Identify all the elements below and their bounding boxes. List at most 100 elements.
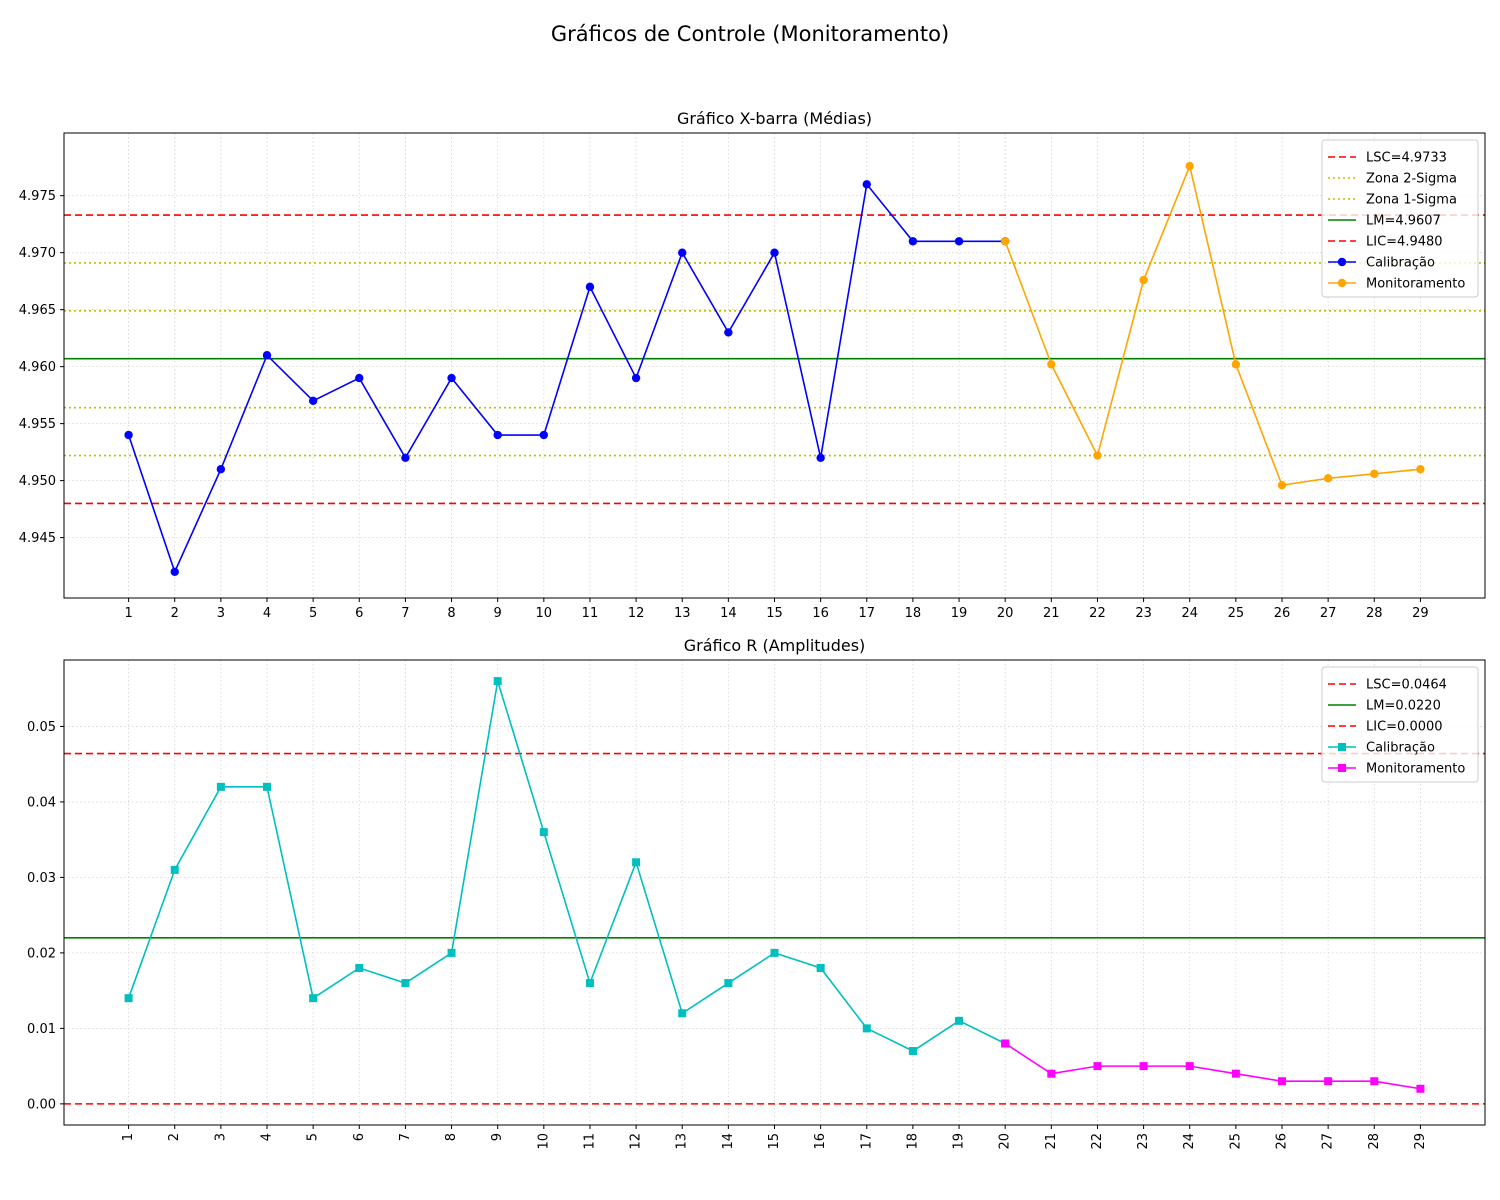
legend-item: LSC=4.9733 bbox=[1328, 151, 1447, 166]
x-axis: 1 2 3 4 5 6 7 8 9 10 11 12 13 14 15 16 17 18 19 20 21 22 23 24 2… bbox=[124, 598, 1429, 621]
legend-label: Monitoramento bbox=[1366, 762, 1465, 777]
data-point bbox=[493, 430, 502, 440]
x-tick-label: 23 bbox=[1135, 606, 1152, 621]
x-tick-label: 11 bbox=[582, 1133, 597, 1150]
legend-item: Calibração bbox=[1328, 256, 1435, 271]
y-tick-label: 4.965 bbox=[19, 303, 56, 318]
series-line bbox=[1004, 1042, 1421, 1090]
legend-label: Monitoramento bbox=[1366, 277, 1465, 292]
legend-marker bbox=[1337, 278, 1347, 288]
legend-box bbox=[1321, 666, 1479, 783]
data-point bbox=[678, 248, 687, 257]
data-point bbox=[955, 1016, 964, 1025]
x-tick-label: 26 bbox=[1275, 1133, 1290, 1150]
x-tick-label: 1 bbox=[124, 606, 132, 621]
y-tick-label: 4.970 bbox=[19, 246, 56, 261]
legend-item: Monitoramento bbox=[1328, 277, 1465, 292]
y-tick-label: 4.955 bbox=[19, 417, 56, 432]
x-tick-label: 5 bbox=[309, 606, 317, 621]
data-point bbox=[1416, 465, 1425, 474]
data-point bbox=[770, 948, 779, 957]
x-tick-label: 15 bbox=[766, 606, 783, 621]
xbar-chart: Gráfico X-barra (Médias)4.9454.9504.9554… bbox=[19, 109, 1486, 621]
legend-marker bbox=[1338, 743, 1346, 751]
data-point bbox=[1370, 469, 1379, 478]
grid bbox=[64, 660, 1485, 1125]
x-tick-label: 6 bbox=[355, 606, 363, 621]
x-tick-label: 20 bbox=[997, 606, 1014, 621]
x-tick-label: 24 bbox=[1182, 1133, 1197, 1150]
x-tick-label: 28 bbox=[1367, 1133, 1382, 1150]
series-line bbox=[1004, 163, 1421, 487]
x-tick-label: 17 bbox=[859, 1133, 874, 1150]
data-point bbox=[770, 248, 779, 257]
x-tick-label: 1 bbox=[121, 1133, 136, 1141]
data-point bbox=[816, 453, 825, 463]
chart-title: Gráfico X-barra (Médias) bbox=[677, 109, 872, 128]
x-tick-label: 27 bbox=[1320, 606, 1337, 621]
x-axis: 1 2 3 4 5 6 7 8 9 10 11 12 13 14 15 16 17 18 19 20 21 22 23 24 2… bbox=[121, 1125, 1428, 1150]
data-point bbox=[170, 567, 179, 576]
data-point bbox=[1093, 451, 1102, 460]
x-tick-label: 19 bbox=[951, 606, 968, 621]
x-tick-label: 9 bbox=[494, 606, 502, 621]
series-line bbox=[127, 182, 1006, 574]
x-tick-label: 18 bbox=[905, 606, 922, 621]
legend-marker bbox=[1338, 764, 1346, 772]
x-tick-label: 8 bbox=[444, 1133, 459, 1141]
legend-label: LM=4.9607 bbox=[1366, 214, 1441, 229]
data-point bbox=[1093, 1062, 1102, 1071]
legend-item: LM=4.9607 bbox=[1328, 214, 1441, 229]
x-tick-label: 20 bbox=[998, 1133, 1013, 1150]
y-axis: 4.945 4.950 4.955 4.960 4.965 4.970 4.975 bbox=[19, 189, 64, 546]
legend-label: LIC=0.0000 bbox=[1366, 720, 1443, 735]
data-point bbox=[124, 430, 133, 440]
legend-label: LM=0.0220 bbox=[1366, 699, 1441, 714]
legend-label: LSC=4.9733 bbox=[1366, 151, 1447, 166]
data-point bbox=[908, 237, 918, 246]
legend: LSC=4.9733 Zona 2-Sigma Zona 1-Sigma LM=4.9… bbox=[1321, 139, 1479, 298]
x-tick-label: 28 bbox=[1366, 606, 1383, 621]
data-point bbox=[216, 465, 226, 474]
y-tick-label: 0.03 bbox=[27, 871, 56, 886]
chart-title: Gráfico R (Amplitudes) bbox=[684, 636, 866, 655]
x-tick-label: 8 bbox=[447, 606, 455, 621]
series-1 bbox=[1000, 161, 1425, 490]
legend-label: Zona 2-Sigma bbox=[1366, 172, 1457, 187]
data-point bbox=[401, 453, 410, 463]
data-point bbox=[355, 963, 364, 972]
legend-label: Calibração bbox=[1366, 256, 1435, 271]
x-tick-label: 27 bbox=[1321, 1133, 1336, 1150]
legend-label: Calibração bbox=[1366, 741, 1435, 756]
legend-label: LSC=0.0464 bbox=[1366, 678, 1447, 693]
y-tick-label: 4.960 bbox=[19, 360, 56, 375]
data-point bbox=[216, 782, 225, 791]
data-point bbox=[1231, 360, 1241, 369]
data-point bbox=[908, 1047, 917, 1056]
x-tick-label: 16 bbox=[812, 606, 829, 621]
x-tick-label: 29 bbox=[1412, 606, 1429, 621]
data-point bbox=[1000, 237, 1010, 246]
data-point bbox=[585, 979, 594, 988]
y-tick-label: 0.01 bbox=[27, 1022, 56, 1037]
x-tick-label: 3 bbox=[217, 606, 225, 621]
data-point bbox=[632, 858, 641, 867]
data-point bbox=[170, 865, 179, 874]
x-tick-label: 18 bbox=[905, 1133, 920, 1150]
x-tick-label: 21 bbox=[1043, 606, 1060, 621]
x-tick-label: 16 bbox=[813, 1133, 828, 1150]
legend-label: LIC=4.9480 bbox=[1366, 235, 1443, 250]
data-point bbox=[1047, 360, 1056, 369]
data-point bbox=[124, 994, 133, 1003]
x-tick-label: 9 bbox=[490, 1133, 505, 1141]
x-tick-label: 12 bbox=[629, 1133, 644, 1150]
data-point bbox=[355, 373, 364, 383]
data-point bbox=[585, 282, 595, 292]
x-tick-label: 3 bbox=[213, 1133, 228, 1141]
y-tick-label: 4.950 bbox=[19, 474, 56, 489]
x-tick-label: 4 bbox=[263, 606, 271, 621]
data-point bbox=[1139, 275, 1148, 285]
data-point bbox=[1277, 480, 1287, 490]
data-point bbox=[954, 237, 964, 246]
